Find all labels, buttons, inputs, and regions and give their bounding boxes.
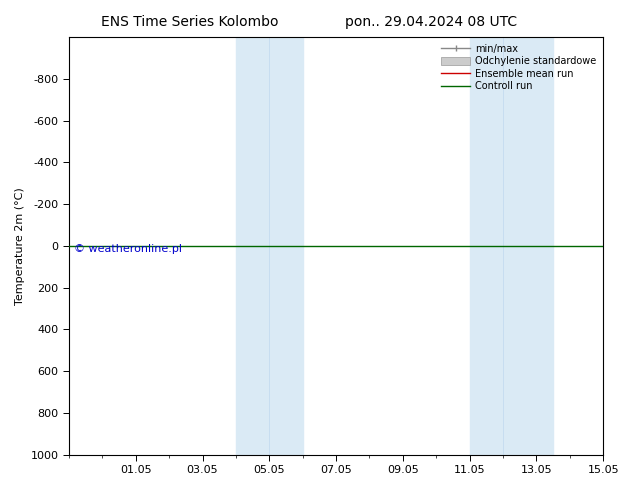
Text: pon.. 29.04.2024 08 UTC: pon.. 29.04.2024 08 UTC (345, 15, 517, 29)
Bar (236, 37, 302, 455)
Y-axis label: Temperature 2m (°C): Temperature 2m (°C) (15, 187, 25, 305)
Text: ENS Time Series Kolombo: ENS Time Series Kolombo (101, 15, 279, 29)
Text: © weatheronline.pl: © weatheronline.pl (74, 244, 183, 254)
Bar (470, 37, 553, 455)
Legend: min/max, Odchylenie standardowe, Ensemble mean run, Controll run: min/max, Odchylenie standardowe, Ensembl… (439, 42, 598, 93)
